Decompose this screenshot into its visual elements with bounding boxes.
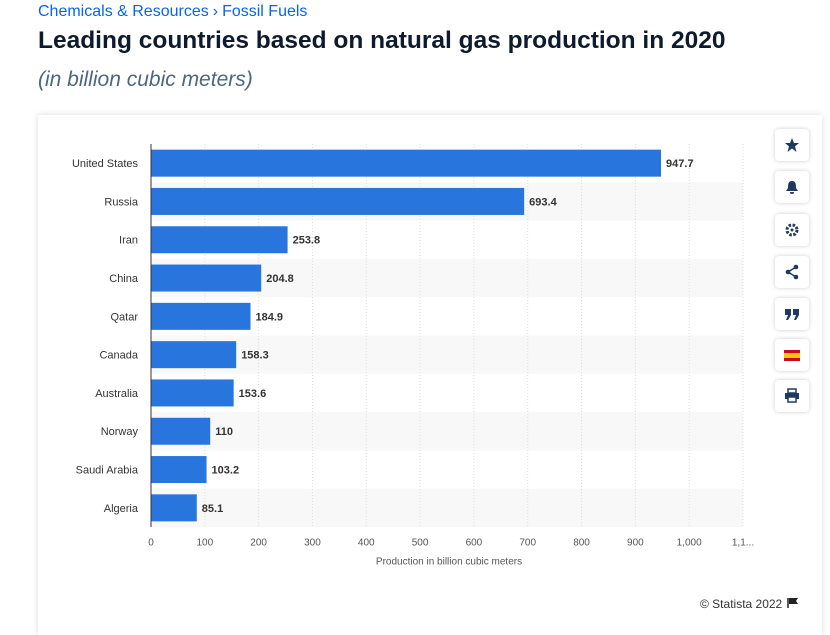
language-button[interactable] [775, 339, 809, 371]
x-tick-label: 900 [627, 538, 644, 549]
value-label: 693.4 [529, 196, 557, 208]
chart: 0 100 200 300 400 500 600 700 800 900 1,000 1,1... P… [72, 144, 754, 568]
x-tick-label: 1,000 [677, 538, 702, 549]
breadcrumb-separator: › [212, 3, 219, 20]
x-tick-label: 700 [519, 538, 536, 549]
bar [151, 494, 197, 522]
x-tick-label: 200 [250, 538, 267, 549]
x-axis-label: Production in billion cubic meters [376, 557, 522, 568]
x-tick-label: 500 [412, 538, 429, 549]
page: Chemicals & Resources › Fossil Fuels Leadi… [38, 3, 809, 611]
breadcrumb: Chemicals & Resources › Fossil Fuels [38, 3, 311, 21]
y-tick-label: United States [72, 158, 139, 170]
x-tick-label: 100 [196, 538, 213, 549]
bar [151, 187, 525, 215]
cite-button[interactable] [775, 298, 809, 330]
value-label: 184.9 [256, 311, 284, 323]
print-button[interactable] [775, 380, 809, 412]
y-tick-label: Canada [99, 350, 138, 362]
alert-button[interactable] [775, 171, 809, 203]
y-tick-label: Norway [101, 426, 139, 438]
bar [151, 417, 211, 445]
row-band [151, 488, 743, 527]
x-tick-label: 0 [148, 538, 154, 549]
x-tick-label: 600 [466, 538, 483, 549]
bar [151, 302, 251, 330]
value-label: 253.8 [293, 235, 321, 247]
y-tick-label: Iran [119, 235, 138, 247]
credit-text: © Statista 2022 [700, 597, 783, 611]
breadcrumb-link[interactable]: Fossil Fuels [222, 3, 308, 20]
bar [151, 264, 262, 292]
bar [151, 379, 234, 407]
x-tick-label: 800 [573, 538, 590, 549]
y-tick-label: Russia [104, 196, 139, 208]
value-label: 947.7 [666, 158, 694, 170]
value-label: 85.1 [202, 503, 223, 515]
credit: © Statista 2022 [700, 597, 800, 611]
y-tick-label: Australia [95, 388, 139, 400]
value-label: 204.8 [266, 273, 294, 285]
x-tick-label: 1,1... [732, 538, 754, 549]
chart-title: Leading countries based on natural gas p… [38, 27, 726, 54]
value-label: 153.6 [239, 388, 267, 400]
row-band [151, 335, 743, 374]
value-label: 110 [215, 426, 233, 438]
favorite-button[interactable] [775, 129, 809, 161]
flag-icon [786, 598, 798, 608]
y-tick-label: Qatar [110, 311, 138, 323]
y-tick-label: China [109, 273, 139, 285]
y-tick-label: Saudi Arabia [76, 464, 139, 476]
settings-button[interactable] [775, 214, 809, 246]
breadcrumb-link[interactable]: Chemicals & Resources [38, 3, 209, 20]
bar [151, 226, 288, 254]
x-tick-label: 400 [358, 538, 375, 549]
x-tick-label: 300 [304, 538, 321, 549]
bar [151, 341, 237, 369]
value-label: 103.2 [212, 464, 240, 476]
y-tick-label: Algeria [104, 503, 139, 515]
chart-subtitle: (in billion cubic meters) [38, 68, 253, 91]
share-button[interactable] [775, 256, 809, 288]
value-label: 158.3 [241, 350, 269, 362]
bar [151, 456, 207, 484]
bar [151, 149, 662, 177]
row-band [151, 412, 743, 451]
